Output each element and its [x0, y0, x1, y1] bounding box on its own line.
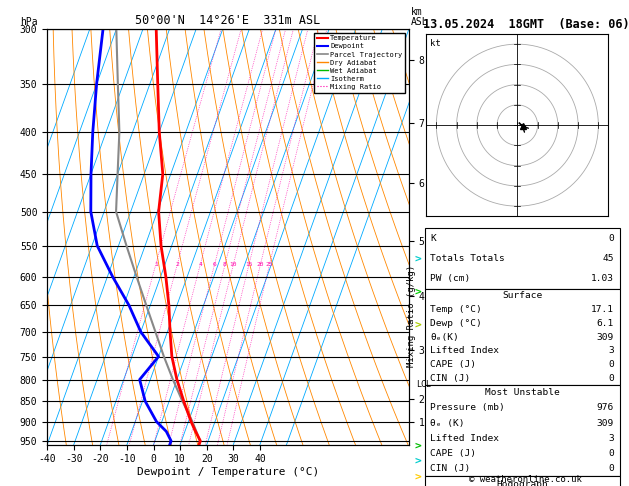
FancyBboxPatch shape — [425, 385, 620, 476]
Text: 1: 1 — [154, 262, 158, 267]
Text: K: K — [430, 234, 436, 243]
Text: 20: 20 — [257, 262, 264, 267]
Text: LCL: LCL — [416, 381, 431, 389]
Text: 309: 309 — [596, 418, 614, 428]
Text: 0: 0 — [608, 464, 614, 473]
Text: 45: 45 — [602, 254, 614, 263]
Text: 13.05.2024  18GMT  (Base: 06): 13.05.2024 18GMT (Base: 06) — [423, 18, 629, 32]
Text: CIN (J): CIN (J) — [430, 374, 470, 383]
Text: Most Unstable: Most Unstable — [485, 388, 559, 397]
Text: hPa: hPa — [20, 17, 38, 27]
Title: 50°00'N  14°26'E  331m ASL: 50°00'N 14°26'E 331m ASL — [135, 14, 321, 27]
Text: CIN (J): CIN (J) — [430, 464, 470, 473]
Text: >: > — [415, 441, 421, 451]
Text: 976: 976 — [596, 403, 614, 412]
FancyBboxPatch shape — [425, 289, 620, 385]
Text: 25: 25 — [265, 262, 273, 267]
Text: Totals Totals: Totals Totals — [430, 254, 505, 263]
Text: 0: 0 — [608, 360, 614, 369]
Text: PW (cm): PW (cm) — [430, 275, 470, 283]
Text: >: > — [415, 456, 421, 466]
Text: Temp (°C): Temp (°C) — [430, 305, 482, 314]
Text: θₑ(K): θₑ(K) — [430, 332, 459, 342]
Text: >: > — [415, 471, 421, 481]
Text: 0: 0 — [608, 234, 614, 243]
Text: Lifted Index: Lifted Index — [430, 347, 499, 355]
Text: 1.03: 1.03 — [591, 275, 614, 283]
Text: CAPE (J): CAPE (J) — [430, 449, 476, 458]
Text: kt: kt — [430, 39, 441, 49]
Text: Hodograph: Hodograph — [496, 481, 548, 486]
Text: >: > — [415, 254, 421, 264]
Text: 15: 15 — [245, 262, 253, 267]
Text: 0: 0 — [608, 449, 614, 458]
Text: 6.1: 6.1 — [596, 319, 614, 328]
Text: 17.1: 17.1 — [591, 305, 614, 314]
Text: 309: 309 — [596, 332, 614, 342]
Legend: Temperature, Dewpoint, Parcel Trajectory, Dry Adiabat, Wet Adiabat, Isotherm, Mi: Temperature, Dewpoint, Parcel Trajectory… — [314, 33, 405, 93]
FancyBboxPatch shape — [425, 476, 620, 486]
Text: Lifted Index: Lifted Index — [430, 434, 499, 443]
Text: 4: 4 — [198, 262, 202, 267]
X-axis label: Dewpoint / Temperature (°C): Dewpoint / Temperature (°C) — [137, 467, 319, 477]
Text: >: > — [415, 287, 421, 296]
Text: >: > — [415, 319, 421, 330]
Text: 3: 3 — [608, 434, 614, 443]
Text: km
ASL: km ASL — [411, 7, 428, 27]
Text: 8: 8 — [223, 262, 227, 267]
Text: Dewp (°C): Dewp (°C) — [430, 319, 482, 328]
Text: 2: 2 — [175, 262, 179, 267]
Text: © weatheronline.co.uk: © weatheronline.co.uk — [469, 474, 582, 484]
Text: 3: 3 — [608, 347, 614, 355]
Text: 0: 0 — [608, 374, 614, 383]
Text: 10: 10 — [230, 262, 237, 267]
Text: Pressure (mb): Pressure (mb) — [430, 403, 505, 412]
Text: θₑ (K): θₑ (K) — [430, 418, 465, 428]
Text: CAPE (J): CAPE (J) — [430, 360, 476, 369]
FancyBboxPatch shape — [425, 228, 620, 289]
Text: Surface: Surface — [502, 292, 542, 300]
Text: Mixing Ratio (g/kg): Mixing Ratio (g/kg) — [408, 265, 416, 367]
Text: 6: 6 — [213, 262, 216, 267]
